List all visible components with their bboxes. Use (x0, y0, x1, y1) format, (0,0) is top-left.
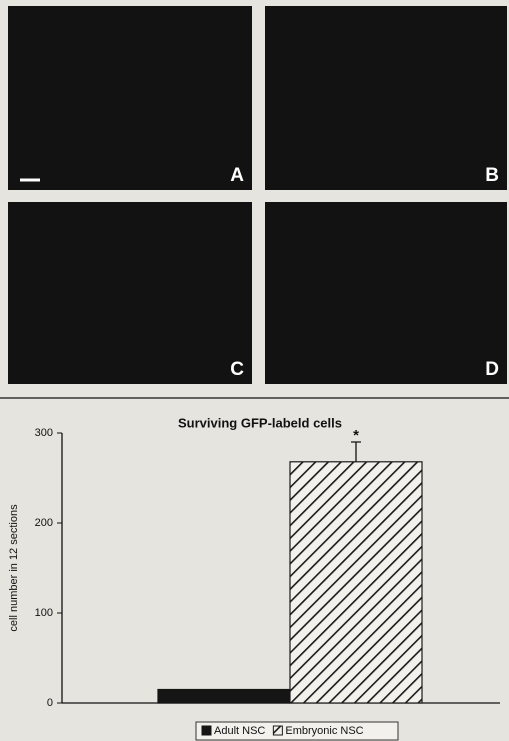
y-axis-label: cell number in 12 sections (8, 504, 20, 632)
y-tick-label: 300 (35, 427, 53, 439)
panel-label: B (485, 165, 499, 186)
y-tick-label: 100 (35, 607, 53, 619)
y-tick-label: 0 (47, 697, 53, 709)
legend-swatch (202, 726, 211, 735)
micrograph (8, 6, 252, 190)
legend-label: Embryonic NSC (285, 725, 363, 737)
legend-swatch (273, 726, 282, 735)
chart-title: Surviving GFP-labeld cells (178, 415, 342, 430)
legend: Adult NSC Embryonic NSC (196, 722, 398, 740)
page: A B C D Surviving GFP-labeld cells cell num… (0, 0, 509, 741)
micrograph (8, 202, 252, 384)
panel-label: A (230, 165, 244, 186)
y-tick-label: 200 (35, 517, 53, 529)
legend-label: Adult NSC (214, 725, 265, 737)
panel-label: D (485, 359, 499, 380)
panel-label: C (230, 359, 244, 380)
bar (290, 462, 422, 703)
micrograph (265, 202, 507, 384)
micrograph (265, 6, 507, 190)
significance-mark: * (353, 427, 359, 444)
figure: A B C D Surviving GFP-labeld cells cell num… (0, 0, 509, 741)
image-panels: A B C D (8, 6, 507, 384)
error-bar (351, 442, 361, 462)
bar-chart: 0 100 200 300 * Adult NSC Embryonic NSC (35, 427, 500, 740)
bar (158, 690, 290, 704)
